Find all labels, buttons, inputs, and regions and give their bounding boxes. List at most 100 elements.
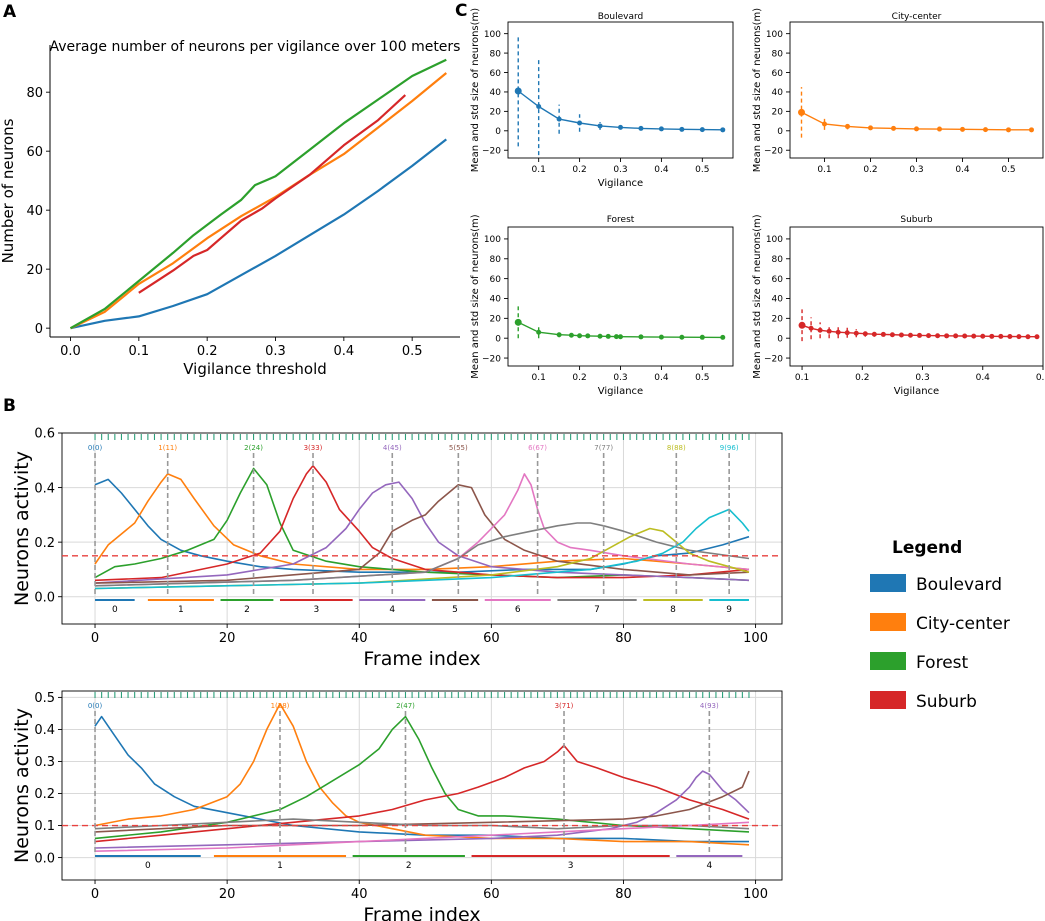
legend-swatch-suburb <box>870 691 906 709</box>
panel-label-b: B <box>3 396 16 416</box>
mean-point <box>944 333 950 339</box>
y-tick-label: 80 <box>772 255 784 265</box>
chart-title: Boulevard <box>598 12 644 22</box>
chart-c-forest: 0.1 0.2 0.3 0.4 0.5 −20 0 20 40 60 80 100 Vigilance M… <box>470 214 734 397</box>
x-tick-label: 0.1 <box>532 373 546 383</box>
mean-point <box>798 321 806 329</box>
mean-point <box>597 123 603 129</box>
series-line-7 <box>94 522 750 587</box>
segment-label: 6 <box>515 605 521 615</box>
x-tick-label: 80 <box>615 631 632 646</box>
y-tick-label: 20 <box>490 315 502 325</box>
mean-point <box>536 104 542 110</box>
mean-point <box>658 334 664 340</box>
mean-point <box>822 121 827 127</box>
mean-point <box>613 334 619 340</box>
x-tick-label: 40 <box>351 887 368 902</box>
mean-point <box>907 332 913 338</box>
x-tick-label: 0.1 <box>128 344 149 359</box>
y-tick-label: 80 <box>772 49 784 59</box>
mean-point <box>618 334 623 340</box>
y-axis-title: Mean and std size of neurons(m) <box>470 8 481 172</box>
peak-label: 0(0) <box>88 444 103 452</box>
x-tick-label: 80 <box>615 887 632 902</box>
x-tick-label: 0.2 <box>197 344 218 359</box>
y-tick-label: 0.2 <box>34 536 55 551</box>
mean-point <box>618 124 623 130</box>
mean-point <box>720 127 726 133</box>
y-tick-label: 60 <box>772 69 784 79</box>
peak-label: 4(93) <box>700 702 719 710</box>
y-tick-label: 20 <box>490 108 502 118</box>
y-tick-label: −20 <box>764 146 783 156</box>
segment-label: 2 <box>406 861 412 871</box>
y-tick-label: 0.1 <box>34 819 55 834</box>
legend-label-forest: Forest <box>916 653 969 673</box>
mean-point <box>871 331 877 337</box>
mean-point <box>917 332 923 338</box>
segment-label: 9 <box>726 605 732 615</box>
mean-point <box>880 331 886 337</box>
x-tick-label: 0.2 <box>863 165 877 175</box>
mean-point <box>679 334 685 340</box>
y-axis-title: Mean and std size of neurons(m) <box>470 214 481 378</box>
mean-point <box>577 120 583 126</box>
y-tick-label: 0.6 <box>34 427 55 442</box>
x-tick-label: 0.2 <box>855 373 869 383</box>
x-tick-label: 0.5 <box>402 344 423 359</box>
mean-line <box>517 90 723 131</box>
segment-label: 8 <box>670 605 676 615</box>
x-tick-label: 100 <box>743 631 768 646</box>
peak-label: 4(45) <box>383 444 402 452</box>
peak-label: 3(71) <box>555 702 574 710</box>
series-line-forest <box>69 58 447 330</box>
mean-point <box>514 87 522 95</box>
mean-point <box>1034 334 1040 340</box>
x-tick-label: 40 <box>351 631 368 646</box>
x-tick-label: 0.3 <box>613 165 627 175</box>
series-line-3 <box>94 464 750 582</box>
y-tick-label: −20 <box>482 146 501 156</box>
mean-point <box>889 332 895 338</box>
y-axis-title: Mean and std size of neurons(m) <box>752 8 763 172</box>
x-tick-label: 0.2 <box>572 373 586 383</box>
mean-point <box>1016 334 1022 340</box>
mean-point <box>914 126 919 132</box>
mean-point <box>817 327 823 333</box>
plot-frame <box>507 226 734 367</box>
mean-point <box>868 125 873 131</box>
series-line-7 <box>94 821 750 852</box>
y-tick-label: 60 <box>490 69 502 79</box>
x-tick-label: 0.1 <box>795 373 809 383</box>
x-tick-label: 0.5 <box>1001 165 1015 175</box>
series-line-1 <box>94 703 750 846</box>
mean-point <box>937 126 942 132</box>
mean-point <box>971 333 977 339</box>
series-line-city-center <box>70 72 447 330</box>
series-line-2 <box>94 715 750 840</box>
y-tick-label: 20 <box>772 315 784 325</box>
legend-swatch-forest <box>870 652 906 670</box>
x-tick-label: 0.0 <box>60 344 81 359</box>
series-line-0 <box>94 715 749 843</box>
y-tick-label: 100 <box>766 235 783 245</box>
segment-label: 7 <box>594 605 600 615</box>
mean-point <box>679 126 685 132</box>
mean-point <box>1025 334 1031 340</box>
y-tick-label: 40 <box>772 88 784 98</box>
mean-point <box>556 116 562 122</box>
x-axis-title: Frame index <box>363 904 480 921</box>
y-tick-label: 0 <box>495 334 501 344</box>
plot-frame <box>507 21 734 159</box>
x-axis-title: Vigilance <box>598 386 643 397</box>
y-tick-label: 40 <box>26 204 43 219</box>
plot-frame <box>61 432 783 625</box>
plot-frame <box>789 21 1044 159</box>
legend-swatch-boulevard <box>870 574 906 592</box>
segment-label: 3 <box>313 605 319 615</box>
x-axis-title: Frame index <box>363 648 480 670</box>
y-tick-label: 20 <box>26 263 43 278</box>
peak-label: 1(28) <box>271 702 290 710</box>
y-axis-title: Number of neurons <box>0 118 17 263</box>
